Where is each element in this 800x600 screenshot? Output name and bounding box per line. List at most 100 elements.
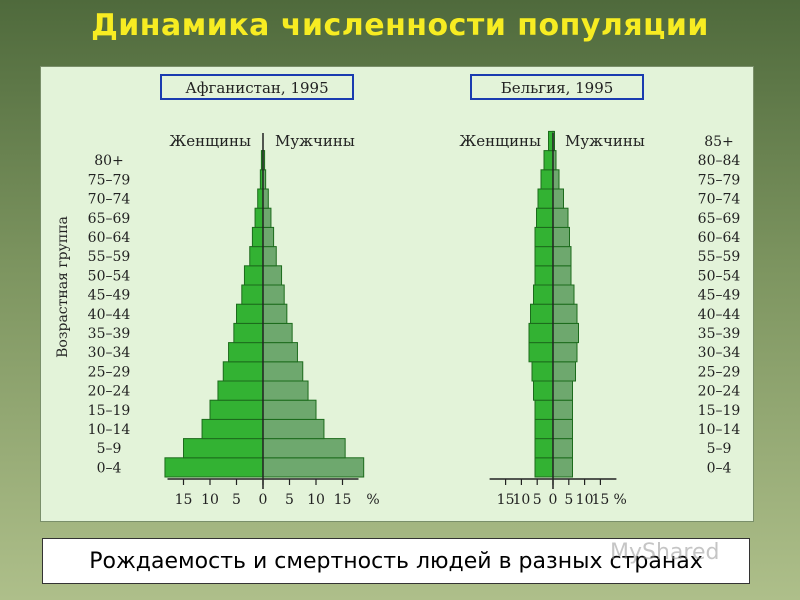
watermark: MyShared — [610, 540, 720, 565]
bar-female-0-9 — [241, 284, 264, 305]
category-label-1-16: 80–84 — [698, 153, 741, 169]
bar-male-1-2 — [552, 418, 573, 440]
page-title: Динамика численности популяции — [91, 8, 709, 43]
bar-male-1-8 — [552, 303, 578, 324]
bar-female-1-9 — [533, 284, 554, 305]
category-label-1-13: 65–69 — [698, 211, 741, 227]
category-label-1-1: 5–9 — [707, 441, 732, 457]
category-label-0-11: 55–59 — [88, 249, 131, 265]
bar-female-0-6 — [228, 342, 264, 363]
bar-male-0-0 — [262, 457, 365, 478]
x-tick-label-0-1: 10 — [201, 492, 219, 508]
bar-male-1-4 — [552, 380, 573, 401]
bar-male-1-5 — [552, 361, 576, 382]
chart-panel: Возрастная группа Афганистан, 1995 Женщины… — [40, 66, 754, 522]
bar-female-1-12 — [534, 226, 554, 248]
category-label-0-1: 5–9 — [97, 441, 122, 457]
x-tick-label-1-6: 15 — [591, 492, 609, 508]
bar-female-0-5 — [222, 361, 264, 382]
category-label-0-10: 50–54 — [88, 268, 131, 284]
bar-female-0-3 — [209, 399, 264, 420]
bar-male-0-4 — [262, 380, 309, 401]
x-tick-label-0-4: 5 — [285, 492, 294, 508]
x-tick-label-0-2: 5 — [232, 492, 241, 508]
bar-male-0-14 — [262, 188, 269, 209]
bar-female-1-13 — [536, 207, 554, 228]
x-tick-label-1-5: 10 — [576, 492, 594, 508]
bar-female-1-0 — [534, 457, 554, 478]
bar-male-1-0 — [552, 457, 573, 478]
bar-male-0-1 — [262, 438, 346, 459]
category-label-1-0: 0–4 — [707, 460, 732, 476]
category-label-1-15: 75–79 — [698, 172, 741, 188]
category-label-0-7: 35–39 — [88, 326, 131, 342]
category-label-1-3: 15–19 — [698, 403, 741, 419]
bar-female-0-8 — [236, 303, 264, 324]
bar-female-1-8 — [530, 303, 554, 324]
bar-female-1-7 — [528, 322, 554, 344]
bar-female-0-12 — [251, 226, 264, 248]
category-label-1-10: 50–54 — [698, 268, 741, 284]
category-label-1-6: 30–34 — [698, 345, 741, 361]
label-female-1: Женщины — [459, 132, 541, 150]
bar-female-1-1 — [534, 438, 554, 459]
bar-female-1-2 — [534, 418, 554, 440]
category-label-1-5: 25–29 — [698, 364, 741, 380]
x-tick-label-1-7: % — [614, 492, 627, 508]
category-label-0-14: 70–74 — [88, 192, 131, 208]
category-label-0-16: 80+ — [94, 153, 124, 169]
bar-male-0-8 — [262, 303, 288, 324]
category-label-0-3: 15–19 — [88, 403, 131, 419]
category-label-1-17: 85+ — [704, 134, 734, 150]
category-label-0-5: 25–29 — [88, 364, 131, 380]
x-tick-label-0-5: 10 — [307, 492, 325, 508]
category-label-0-13: 65–69 — [88, 211, 131, 227]
bar-female-0-11 — [249, 246, 264, 267]
x-tick-label-1-0: 15 — [497, 492, 515, 508]
bar-female-1-3 — [534, 399, 554, 420]
x-tick-label-1-3: 0 — [549, 492, 558, 508]
category-label-0-6: 30–34 — [88, 345, 131, 361]
bar-male-1-13 — [552, 207, 569, 228]
bar-female-0-2 — [201, 418, 264, 440]
bar-male-1-11 — [552, 246, 572, 267]
label-male-0: Мужчины — [275, 132, 355, 150]
category-label-1-14: 70–74 — [698, 192, 741, 208]
population-pyramids: Возрастная группа Афганистан, 1995 Женщины… — [55, 74, 741, 508]
bar-male-1-12 — [552, 226, 570, 248]
category-label-0-15: 75–79 — [88, 172, 131, 188]
chart-title-1: Бельгия, 1995 — [501, 79, 614, 97]
bar-male-1-1 — [552, 438, 573, 459]
category-label-1-11: 55–59 — [698, 249, 741, 265]
x-tick-label-0-7: % — [366, 492, 379, 508]
bar-female-0-4 — [217, 380, 264, 401]
category-label-0-9: 45–49 — [88, 288, 131, 304]
category-label-0-12: 60–64 — [88, 230, 131, 246]
bar-male-1-3 — [552, 399, 573, 420]
bar-male-0-11 — [262, 246, 277, 267]
x-tick-label-1-1: 10 — [512, 492, 530, 508]
label-male-1: Мужчины — [565, 132, 645, 150]
y-axis-label: Возрастная группа — [55, 216, 71, 358]
category-label-0-2: 10–14 — [88, 422, 131, 438]
category-label-1-12: 60–64 — [698, 230, 741, 246]
x-tick-label-1-4: 5 — [564, 492, 573, 508]
bar-female-1-4 — [533, 380, 554, 401]
bar-male-1-9 — [552, 284, 575, 305]
bar-male-0-2 — [262, 418, 325, 440]
bar-male-0-12 — [262, 226, 275, 248]
bar-male-0-10 — [262, 265, 283, 286]
category-label-1-8: 40–44 — [698, 307, 741, 323]
bar-male-1-6 — [552, 342, 578, 363]
bar-female-1-15 — [540, 169, 554, 190]
bar-female-1-6 — [528, 342, 554, 363]
x-tick-label-0-6: 15 — [334, 492, 352, 508]
category-label-1-7: 35–39 — [698, 326, 741, 342]
bar-male-0-3 — [262, 399, 317, 420]
bar-female-0-7 — [233, 322, 264, 344]
chart-title-box-0 — [160, 74, 354, 100]
bar-female-1-14 — [537, 188, 554, 209]
bar-male-1-14 — [552, 188, 564, 209]
bar-female-0-1 — [183, 438, 264, 459]
bar-male-0-5 — [262, 361, 304, 382]
